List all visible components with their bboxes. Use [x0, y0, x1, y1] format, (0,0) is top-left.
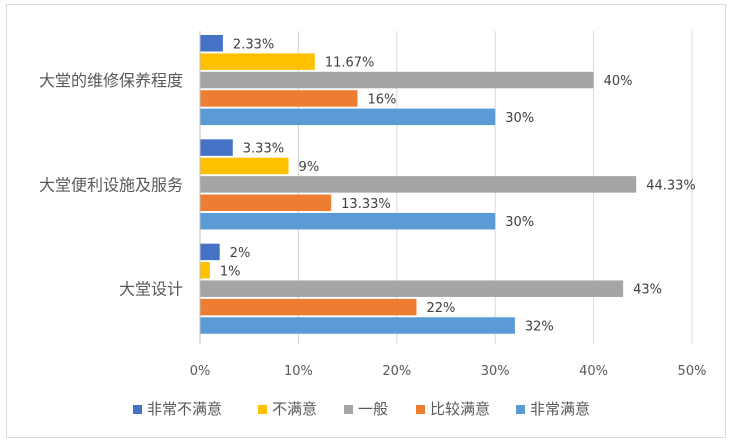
legend-label: 一般	[358, 400, 388, 418]
data-label: 11.67%	[325, 56, 375, 71]
data-label: 2%	[230, 246, 251, 261]
bar	[200, 176, 637, 193]
data-label: 3.33%	[243, 142, 284, 157]
data-label: 30%	[505, 111, 534, 126]
data-label: 2.33%	[233, 37, 274, 52]
bar	[200, 262, 210, 279]
bar	[200, 139, 233, 156]
data-label: 40%	[604, 74, 633, 89]
x-tick-label: 30%	[481, 364, 510, 379]
data-label: 44.33%	[646, 178, 696, 193]
legend-swatch	[258, 405, 267, 414]
category-label: 大堂的维修保养程度	[39, 71, 183, 90]
legend-label: 比较满意	[430, 400, 490, 418]
bar	[200, 280, 624, 297]
bar	[200, 35, 223, 52]
bar	[200, 90, 358, 107]
bar	[200, 194, 332, 212]
data-label: 1%	[220, 264, 241, 279]
data-label: 16%	[367, 92, 396, 107]
legend-swatch	[133, 405, 142, 414]
legend-label: 不满意	[272, 400, 317, 418]
category-label: 大堂设计	[119, 280, 183, 299]
legend-swatch	[416, 405, 425, 414]
legend-swatch	[516, 405, 525, 414]
x-tick-labels: 0% 10% 20% 30% 40% 50%	[190, 364, 707, 379]
data-label: 13.33%	[341, 197, 391, 212]
x-tick-label: 50%	[678, 364, 707, 379]
bar	[200, 53, 315, 70]
bar	[200, 212, 496, 230]
data-label: 9%	[299, 160, 320, 175]
bar	[200, 71, 594, 89]
category-label: 大堂便利设施及服务	[39, 175, 183, 194]
bar	[200, 108, 496, 126]
chart-frame: 2.33% 11.67% 40% 16% 30% 3.33% 9% 44.33% 13.33% 3…	[6, 4, 726, 438]
bar	[200, 298, 417, 316]
legend: 非常不满意 不满意 一般 比较满意 非常满意	[133, 400, 590, 418]
chart: 2.33% 11.67% 40% 16% 30% 3.33% 9% 44.33% 13.33% 3…	[39, 31, 707, 418]
x-tick-label: 40%	[579, 364, 608, 379]
x-tick-label: 10%	[284, 364, 313, 379]
data-label: 32%	[525, 320, 554, 335]
data-label: 30%	[505, 215, 534, 230]
bars: 2.33% 11.67% 40% 16% 30% 3.33% 9% 44.33% 13.33% 3…	[200, 35, 696, 335]
legend-label: 非常满意	[530, 400, 590, 418]
x-tick-label: 0%	[190, 364, 211, 379]
data-label: 43%	[633, 283, 662, 298]
legend-swatch	[344, 405, 353, 414]
bar	[200, 243, 220, 261]
x-tick-label: 20%	[382, 364, 411, 379]
legend-label: 非常不满意	[147, 400, 222, 418]
bar	[200, 157, 289, 175]
bar	[200, 317, 515, 334]
data-label: 22%	[426, 301, 455, 316]
